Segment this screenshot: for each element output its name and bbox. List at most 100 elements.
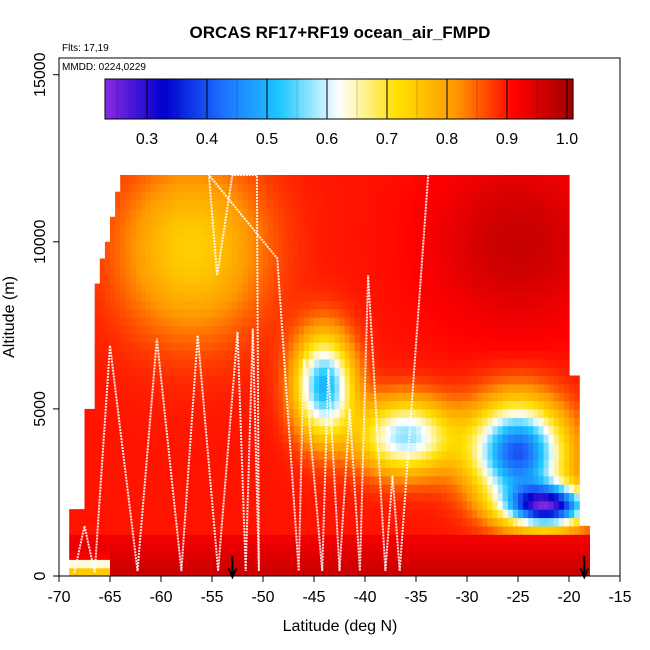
heatmap-cell [74,534,80,544]
heatmap-cell [150,300,157,310]
heatmap-cell [390,534,397,544]
colorbar-swatch [241,79,246,119]
heatmap-cell [334,266,341,276]
heatmap-cell [354,383,361,393]
heatmap-cell [472,525,478,535]
heatmap-cell [145,383,152,393]
heatmap-cell [314,534,320,544]
heatmap-cell [426,308,432,318]
heatmap-cell [385,208,392,218]
heatmap-cell [186,283,193,293]
heatmap-cell [288,400,295,410]
heatmap-cell [528,525,534,535]
heatmap-cell [375,567,381,576]
heatmap-cell [395,392,402,402]
heatmap-cell [176,475,182,485]
heatmap-cell [247,559,254,569]
heatmap-cell [528,241,534,251]
heatmap-cell [145,358,152,368]
heatmap-cell [467,342,473,352]
heatmap-cell [242,250,249,260]
heatmap-cell [538,283,545,293]
heatmap-cell [380,191,386,201]
heatmap-cell [212,408,218,418]
heatmap-cell [237,442,244,452]
heatmap-cell [314,342,320,352]
heatmap-cell [135,275,142,285]
heatmap-cell [319,484,325,494]
heatmap-cell [171,258,177,268]
heatmap-cell [186,417,193,427]
heatmap-cell [518,534,524,544]
heatmap-cell [395,208,402,218]
heatmap-cell [553,174,560,184]
heatmap-cell [252,317,259,326]
heatmap-cell [446,517,453,527]
heatmap-cell [441,475,448,485]
heatmap-cell [563,350,570,360]
heatmap-cell [569,534,575,544]
heatmap-cell [196,233,203,243]
heatmap-cell [553,183,560,193]
heatmap-cell [94,484,101,494]
heatmap-cell [482,308,488,318]
heatmap-cell [431,350,437,360]
heatmap-cell [206,233,213,243]
heatmap-cell [252,425,259,435]
heatmap-cell [201,417,208,427]
heatmap-cell [110,375,116,385]
heatmap-cell [257,342,264,352]
heatmap-cell [502,325,509,335]
heatmap-cell [171,484,177,494]
heatmap-cell [558,350,565,360]
heatmap-cell [558,517,565,527]
heatmap-cell [456,283,463,293]
heatmap-cell [548,200,555,209]
heatmap-cell [150,400,157,410]
heatmap-cell [533,550,539,560]
heatmap-cell [390,459,397,468]
heatmap-cell [416,392,422,402]
heatmap-cell [283,325,290,335]
heatmap-cell [395,183,402,193]
heatmap-cell [502,275,509,285]
heatmap-cell [161,383,167,393]
heatmap-cell [370,467,376,477]
heatmap-cell [390,392,397,402]
heatmap-cell [446,425,453,435]
heatmap-cell [298,200,305,209]
heatmap-cell [380,358,386,368]
heatmap-cell [308,400,315,410]
heatmap-cell [405,542,412,552]
heatmap-cell [533,525,539,535]
heatmap-cell [166,333,172,343]
heatmap-cell [518,509,524,519]
heatmap-cell [558,383,565,393]
heatmap-cell [400,300,407,310]
heatmap-cell [339,433,346,443]
heatmap-cell [563,241,570,251]
heatmap-cell [273,333,279,343]
heatmap-cell [324,342,330,352]
heatmap-cell [553,417,560,427]
heatmap-cell [354,342,361,352]
heatmap-cell [558,174,565,184]
heatmap-cell [538,174,545,184]
heatmap-cell [125,375,131,385]
heatmap-cell [155,442,162,452]
heatmap-cell [456,450,463,460]
heatmap-cell [400,383,407,393]
heatmap-cell [130,417,137,427]
heatmap-cell [176,291,182,301]
heatmap-cell [339,567,346,576]
heatmap-cell [161,484,167,494]
heatmap-cell [431,459,437,468]
heatmap-cell [461,509,468,519]
heatmap-cell [125,517,131,527]
heatmap-cell [247,484,254,494]
heatmap-cell [472,308,478,318]
heatmap-cell [99,375,106,385]
heatmap-cell [288,484,295,494]
heatmap-cell [405,350,412,360]
heatmap-cell [487,542,494,552]
